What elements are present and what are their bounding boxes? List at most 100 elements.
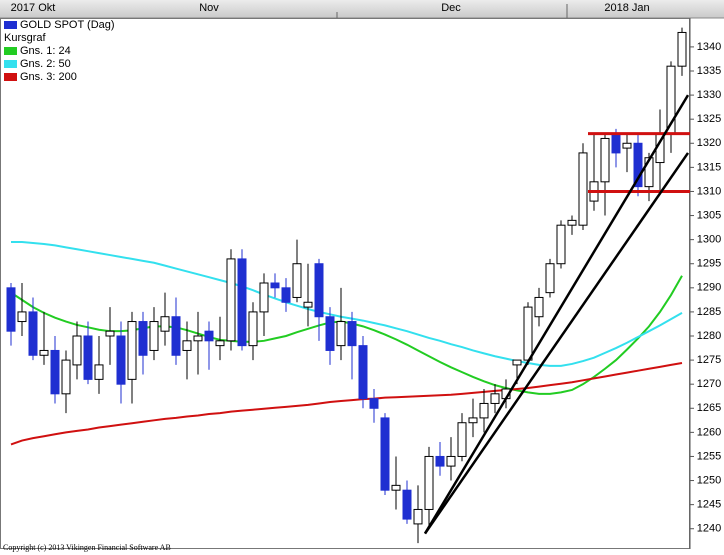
y-tick-label: 1245 xyxy=(697,499,721,511)
moving-average-line xyxy=(10,275,683,395)
y-tick-label: 1240 xyxy=(697,523,721,535)
candle-body xyxy=(149,321,159,351)
x-tick-label: Nov xyxy=(199,2,219,14)
candle-body xyxy=(479,402,489,419)
candle-body xyxy=(138,321,148,356)
legend-label: GOLD SPOT (Dag) xyxy=(20,19,115,31)
candle-body xyxy=(424,455,434,510)
y-tick-label: 1255 xyxy=(697,450,721,462)
y-tick-label: 1325 xyxy=(697,113,721,125)
candle-body xyxy=(83,335,93,380)
candle-body xyxy=(545,263,555,294)
candle-body xyxy=(303,301,313,308)
y-tick-label: 1305 xyxy=(697,209,721,221)
candle-body xyxy=(358,345,368,400)
y-tick-label: 1280 xyxy=(697,330,721,342)
candle-body xyxy=(380,417,390,491)
candle-body xyxy=(677,31,687,67)
y-tick-label: 1275 xyxy=(697,354,721,366)
candle-body xyxy=(611,133,621,154)
candle-body xyxy=(446,455,456,467)
candle-body xyxy=(215,340,225,347)
y-tick-label: 1310 xyxy=(697,185,721,197)
candle-body xyxy=(193,335,203,342)
y-tick-label: 1320 xyxy=(697,137,721,149)
candle-body xyxy=(237,258,247,347)
legend-label: Kursgraf xyxy=(4,32,47,44)
candle-body xyxy=(325,316,335,351)
x-tick-label: 2018 Jan xyxy=(604,2,649,14)
candle-body xyxy=(336,321,346,347)
candle-body xyxy=(116,335,126,385)
legend-swatch xyxy=(4,47,17,55)
y-tick-label: 1265 xyxy=(697,402,721,414)
candle-body xyxy=(556,224,566,265)
candle-body xyxy=(413,508,423,525)
legend: GOLD SPOT (Dag) Kursgraf Gns. 1: 24Gns. … xyxy=(4,19,115,83)
x-tick-label: 2017 Okt xyxy=(11,2,56,14)
moving-average-line xyxy=(10,361,683,446)
candle-body xyxy=(28,311,38,356)
y-tick-label: 1295 xyxy=(697,258,721,270)
moving-average-line xyxy=(11,241,683,367)
candle-body xyxy=(490,393,500,404)
x-tick-label: Dec xyxy=(441,2,461,14)
candle-body xyxy=(578,152,588,226)
trend-line xyxy=(423,94,690,535)
legend-swatch xyxy=(4,73,17,81)
candle-body xyxy=(248,311,258,347)
y-tick-label: 1315 xyxy=(697,161,721,173)
candle-body xyxy=(94,364,104,380)
candle-body xyxy=(281,287,291,303)
y-tick-label: 1300 xyxy=(697,234,721,246)
y-tick-label: 1285 xyxy=(697,306,721,318)
y-tick-label: 1260 xyxy=(697,426,721,438)
candle-body xyxy=(347,321,357,347)
legend-label: Gns. 2: 50 xyxy=(20,58,71,70)
trend-line xyxy=(423,152,690,535)
candle-body xyxy=(61,359,71,395)
y-tick-label: 1270 xyxy=(697,378,721,390)
candle-body xyxy=(457,422,467,457)
candle-body xyxy=(6,287,16,332)
candle-body xyxy=(600,137,610,183)
legend-swatch xyxy=(4,21,17,29)
candle-body xyxy=(567,219,577,226)
candle-body xyxy=(292,263,302,298)
candle-body xyxy=(182,340,192,351)
candle-body xyxy=(171,316,181,356)
candle-body xyxy=(105,330,115,337)
time-bar xyxy=(0,0,724,18)
y-tick-label: 1330 xyxy=(697,89,721,101)
candle-body xyxy=(259,282,269,313)
candle-body xyxy=(391,484,401,491)
candle-body xyxy=(523,306,533,361)
candle-body xyxy=(512,359,522,366)
legend-label: Gns. 3: 200 xyxy=(20,71,77,83)
candle-body xyxy=(435,455,445,467)
y-tick-label: 1340 xyxy=(697,41,721,53)
y-tick-label: 1290 xyxy=(697,282,721,294)
candle-body xyxy=(204,330,214,342)
candle-body xyxy=(369,398,379,409)
candle-body xyxy=(468,417,478,424)
legend-label: Gns. 1: 24 xyxy=(20,45,71,57)
candle-body xyxy=(534,296,544,318)
candle-body xyxy=(270,282,280,289)
plot-area xyxy=(6,27,690,544)
candle-body xyxy=(160,316,170,332)
y-tick-label: 1335 xyxy=(697,65,721,77)
candle-body xyxy=(72,335,82,366)
candle-body xyxy=(633,142,643,188)
copyright: Copyright (c) 2013 Vikingen Financial So… xyxy=(3,543,171,552)
candle-body xyxy=(50,349,60,395)
candle-body xyxy=(39,349,49,356)
candle-body xyxy=(17,311,27,323)
candle-body xyxy=(314,263,324,318)
candle-body xyxy=(622,142,632,149)
candle-body xyxy=(402,489,412,520)
candle-body xyxy=(127,321,137,380)
candle-body xyxy=(226,258,236,342)
y-tick-label: 1250 xyxy=(697,474,721,486)
